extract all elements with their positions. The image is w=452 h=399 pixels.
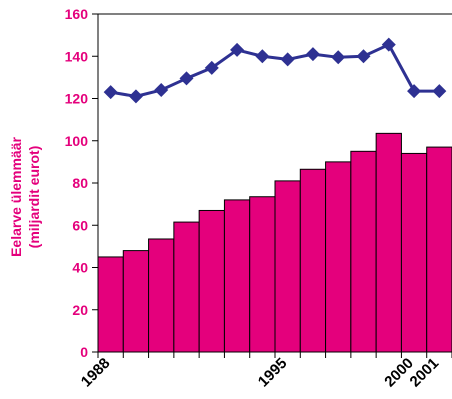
x-tick-label-2001: 2001 [407, 355, 443, 391]
line-point-1999 [381, 37, 396, 52]
line-point-1988 [103, 85, 118, 100]
y-tick-label-40: 40 [72, 260, 88, 276]
x-tick-label-1995: 1995 [255, 355, 291, 391]
line-series [103, 37, 447, 104]
y-tick-label-160: 160 [65, 6, 89, 22]
line-point-1996 [305, 47, 320, 62]
bar-2001 [426, 146, 452, 353]
y-tick-label-20: 20 [72, 302, 88, 318]
line-point-2000 [407, 84, 422, 99]
y-axis-title-line-1: Eelarve ülemmäär [8, 137, 24, 257]
y-tick-label-100: 100 [65, 133, 89, 149]
line-point-1998 [356, 49, 371, 64]
bar-1988 [97, 256, 124, 353]
line-point-1997 [331, 50, 346, 65]
bar-2000 [400, 152, 428, 353]
bar-1992 [198, 209, 225, 353]
line-point-1989 [128, 89, 143, 104]
bar-1995 [274, 180, 301, 353]
bar-1996 [299, 168, 327, 353]
line-point-1995 [280, 52, 295, 67]
y-axis-ticks: 0 20 40 60 80 100 120 140 160 [65, 6, 98, 360]
bar-1989 [122, 250, 150, 353]
x-tick-label-1988: 1988 [78, 355, 114, 391]
bar-1999 [375, 132, 402, 353]
y-tick-label-120: 120 [65, 91, 89, 107]
line-point-1993 [230, 42, 245, 57]
y-tick-label-0: 0 [80, 344, 88, 360]
line-point-2001 [432, 84, 447, 99]
y-axis-title-line-2: (miljardit eurot) [26, 146, 42, 249]
line-point-1992 [204, 60, 219, 75]
y-tick-label-80: 80 [72, 175, 88, 191]
bar-1993 [223, 199, 251, 353]
y-axis-title: Eelarve ülemmäär (miljardit eurot) [8, 137, 42, 257]
bar-1994 [249, 196, 276, 353]
bar-1991 [173, 221, 200, 353]
y-tick-label-60: 60 [72, 217, 88, 233]
bars-series [97, 132, 452, 353]
bar-1997 [325, 161, 352, 353]
line-point-1994 [255, 49, 270, 64]
line-point-1991 [179, 71, 194, 86]
line-point-1990 [154, 83, 169, 98]
bar-1998 [350, 150, 377, 353]
y-tick-label-140: 140 [65, 48, 89, 64]
bar-1990 [148, 238, 175, 353]
